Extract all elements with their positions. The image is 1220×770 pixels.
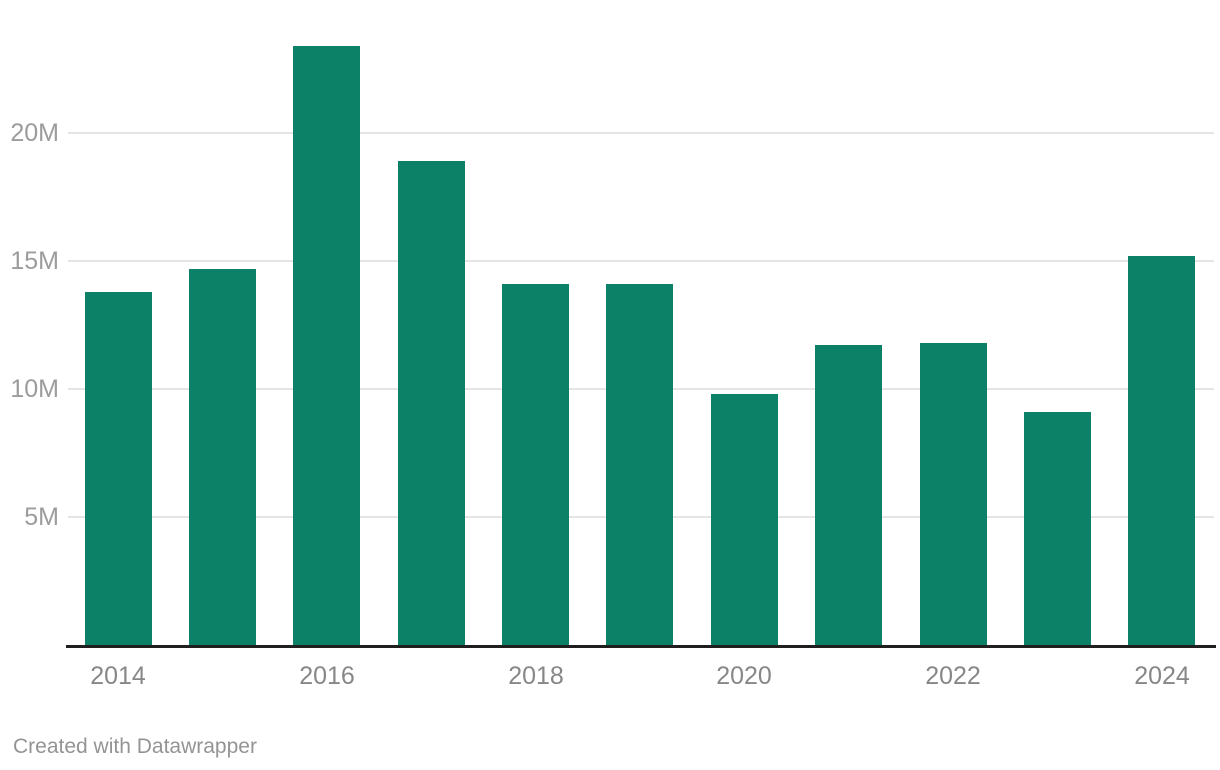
x-axis-tick-label-2014: 2014 (90, 662, 146, 690)
x-axis-tick-label-2020: 2020 (716, 662, 772, 690)
bar-2023[interactable] (1024, 412, 1091, 645)
bar-2018[interactable] (502, 284, 569, 645)
bar-2017[interactable] (398, 161, 465, 645)
bar-2019[interactable] (606, 284, 673, 645)
bar-2024[interactable] (1128, 256, 1195, 645)
y-axis-tick-label: 10M (10, 375, 59, 403)
y-axis-tick-label: 5M (24, 503, 59, 531)
bar-2021[interactable] (815, 345, 882, 645)
y-axis-tick-label: 20M (10, 119, 59, 147)
x-axis-tick-label-2016: 2016 (299, 662, 355, 690)
datawrapper-credit[interactable]: Created with Datawrapper (13, 735, 257, 758)
bar-2016[interactable] (293, 46, 360, 645)
y-axis-tick-label: 15M (10, 247, 59, 275)
x-axis-tick-label-2022: 2022 (925, 662, 981, 690)
gridline-15M (68, 260, 1214, 262)
bar-2014[interactable] (85, 292, 152, 645)
bar-2015[interactable] (189, 269, 256, 645)
bar-2022[interactable] (920, 343, 987, 645)
gridline-20M (68, 132, 1214, 134)
x-axis-tick-label-2018: 2018 (508, 662, 564, 690)
x-axis-line (66, 645, 1216, 648)
bar-2020[interactable] (711, 394, 778, 645)
x-axis-tick-label-2024: 2024 (1134, 662, 1190, 690)
